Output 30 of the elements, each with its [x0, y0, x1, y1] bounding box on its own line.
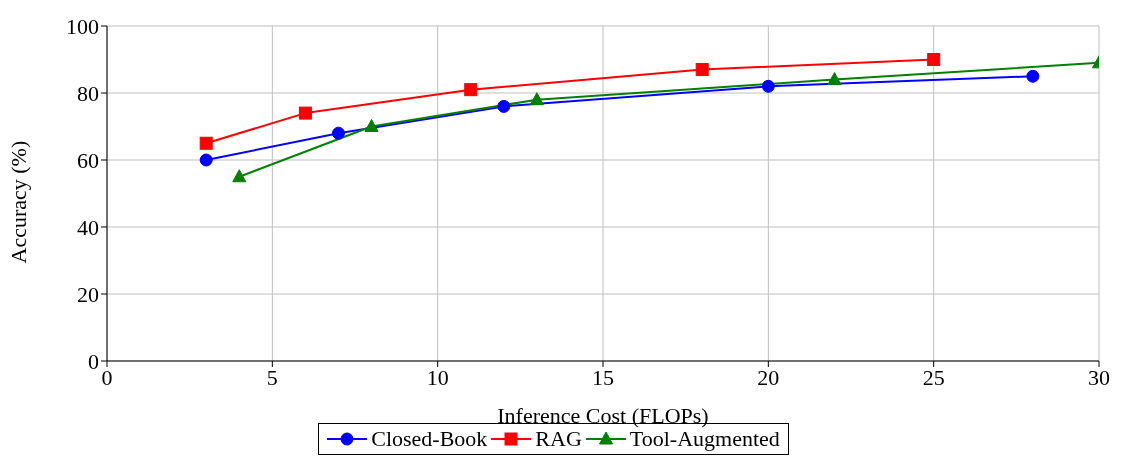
point	[827, 72, 842, 86]
x-tick-label: 30	[1088, 364, 1110, 390]
point	[761, 79, 775, 93]
point	[199, 153, 213, 167]
x-tick-label: 10	[426, 364, 449, 390]
point	[1026, 69, 1040, 83]
x-tick-label: 15	[592, 364, 614, 390]
y-tick-label: 40	[77, 214, 99, 240]
y-tick-label: 100	[66, 13, 99, 39]
x-tick-label: 25	[922, 364, 945, 390]
legend-label: Closed-Book	[371, 426, 488, 452]
point	[927, 53, 941, 66]
legend-label: RAG	[535, 426, 582, 452]
point	[464, 83, 478, 97]
x-tick-label: 5	[266, 364, 278, 390]
point	[695, 63, 709, 77]
point	[497, 99, 511, 113]
y-tick-label: 20	[77, 281, 99, 307]
y-tick-label: 0	[88, 348, 99, 374]
point	[331, 126, 345, 140]
y-tick-label: 60	[77, 147, 99, 173]
point	[364, 119, 379, 132]
y-axis-title: Accuracy (%)	[5, 140, 31, 264]
y-tick-label: 80	[77, 80, 99, 106]
point	[529, 92, 544, 106]
x-axis-title: Inference Cost (FLOPs)	[497, 403, 709, 428]
point	[298, 106, 312, 120]
x-tick-label: 20	[757, 364, 780, 390]
point	[199, 136, 213, 150]
point	[232, 169, 247, 183]
